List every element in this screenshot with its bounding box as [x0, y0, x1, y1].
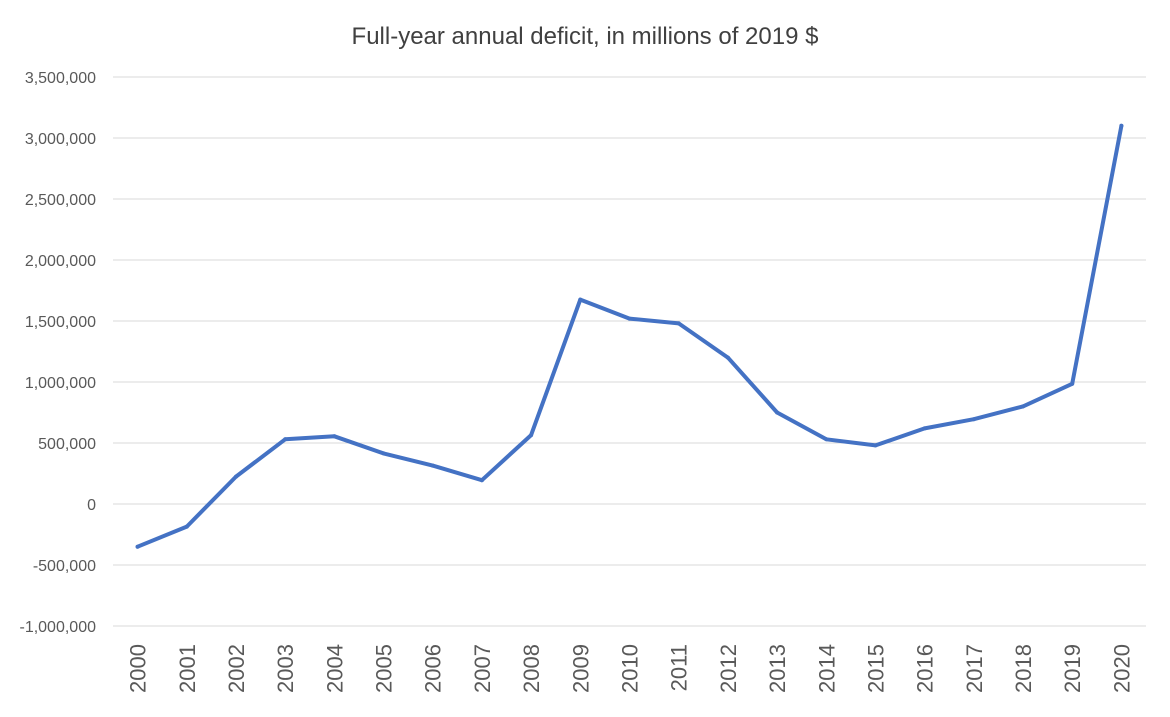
- data-point: [627, 316, 632, 321]
- data-point: [135, 544, 140, 549]
- data-point: [824, 437, 829, 442]
- gridlines: [113, 76, 1146, 627]
- data-point: [529, 433, 534, 438]
- x-tick-label: 2001: [175, 644, 200, 693]
- x-tick-label: 2003: [273, 644, 298, 693]
- data-point: [676, 321, 681, 326]
- x-tick-label: 2002: [224, 644, 249, 693]
- y-axis-ticks: 3,500,000 3,000,000 2,500,000 2,000,000 1,50…: [19, 70, 96, 636]
- data-point: [283, 437, 288, 442]
- y-tick-label: 2,500,000: [25, 192, 96, 209]
- y-tick-label: 3,000,000: [25, 131, 96, 148]
- x-tick-label: 2016: [913, 644, 938, 693]
- x-tick-label: 2018: [1011, 644, 1036, 693]
- data-point: [184, 524, 189, 529]
- data-point: [775, 410, 780, 415]
- x-axis-ticks: 2000 2001 2002 2003 2004 2005 2006 2007 2008 2009…: [126, 644, 1135, 693]
- y-tick-label: -1,000,000: [19, 619, 96, 636]
- x-tick-label: 2012: [716, 644, 741, 693]
- data-point: [873, 443, 878, 448]
- y-tick-label: 3,500,000: [25, 70, 96, 87]
- y-tick-label: 1,000,000: [25, 375, 96, 392]
- x-tick-label: 2007: [470, 644, 495, 693]
- x-tick-label: 2009: [568, 644, 593, 693]
- data-point: [430, 463, 435, 468]
- x-tick-label: 2015: [863, 644, 888, 693]
- x-tick-label: 2008: [519, 644, 544, 693]
- x-tick-label: 2019: [1060, 644, 1085, 693]
- data-point: [1119, 123, 1124, 128]
- x-tick-label: 2000: [126, 644, 151, 693]
- data-point: [332, 434, 337, 439]
- x-tick-label: 2004: [322, 644, 347, 693]
- data-point: [1070, 381, 1075, 386]
- data-point: [578, 297, 583, 302]
- chart-title: Full-year annual deficit, in millions of…: [352, 23, 819, 50]
- series-line: [135, 123, 1124, 549]
- x-tick-label: 2013: [765, 644, 790, 693]
- data-point: [725, 355, 730, 360]
- data-point: [479, 478, 484, 483]
- data-point: [234, 474, 238, 479]
- y-tick-label: 500,000: [38, 436, 96, 453]
- series-layer: [135, 123, 1124, 549]
- data-point: [381, 451, 386, 456]
- x-tick-label: 2010: [618, 644, 643, 693]
- x-tick-label: 2006: [421, 644, 446, 693]
- x-tick-label: 2014: [814, 644, 839, 693]
- y-tick-label: 1,500,000: [25, 314, 96, 331]
- x-tick-label: 2005: [372, 644, 397, 693]
- y-tick-label: -500,000: [33, 558, 96, 575]
- x-tick-label: 2011: [667, 644, 692, 691]
- data-point: [971, 417, 976, 422]
- x-tick-label: 2017: [962, 644, 987, 693]
- y-tick-label: 0: [87, 497, 96, 514]
- data-point: [922, 426, 927, 431]
- y-tick-label: 2,000,000: [25, 253, 96, 270]
- data-point: [1021, 404, 1025, 409]
- x-tick-label: 2020: [1109, 644, 1134, 693]
